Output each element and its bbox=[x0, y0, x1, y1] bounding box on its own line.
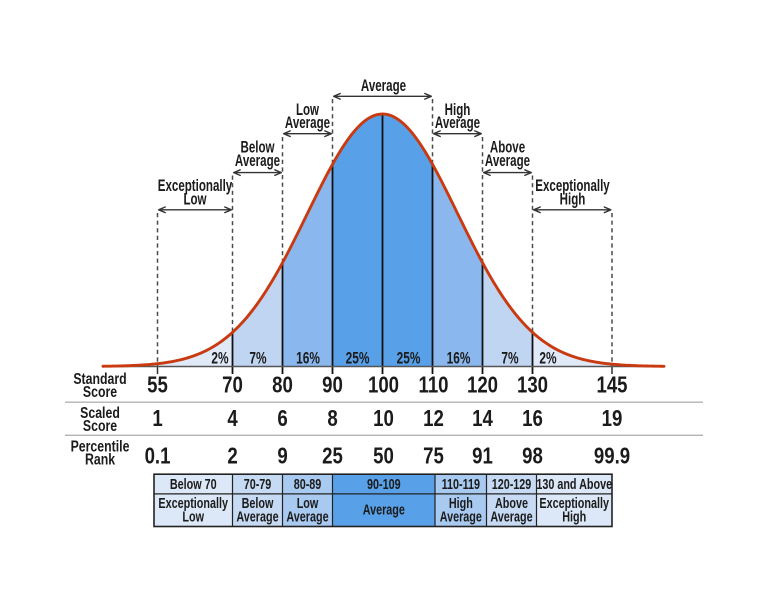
svg-text:99.9: 99.9 bbox=[594, 444, 630, 469]
svg-text:6: 6 bbox=[277, 406, 287, 431]
svg-text:10: 10 bbox=[373, 406, 394, 431]
svg-text:2: 2 bbox=[227, 444, 237, 469]
svg-text:Exceptionally: Exceptionally bbox=[158, 177, 232, 196]
svg-text:Average: Average bbox=[235, 152, 280, 171]
svg-text:Low: Low bbox=[296, 101, 320, 120]
svg-text:High: High bbox=[560, 190, 586, 209]
svg-text:130: 130 bbox=[517, 373, 548, 398]
svg-text:High: High bbox=[449, 494, 473, 511]
svg-text:7%: 7% bbox=[249, 350, 266, 368]
svg-text:145: 145 bbox=[596, 373, 627, 398]
svg-text:12: 12 bbox=[423, 406, 444, 431]
svg-text:16: 16 bbox=[522, 406, 543, 431]
svg-text:Below 70: Below 70 bbox=[170, 475, 217, 492]
svg-text:Average: Average bbox=[440, 508, 482, 525]
svg-text:Score: Score bbox=[83, 384, 117, 402]
svg-text:70: 70 bbox=[222, 373, 243, 398]
svg-text:Average: Average bbox=[490, 508, 532, 525]
svg-text:110: 110 bbox=[418, 373, 448, 398]
svg-text:19: 19 bbox=[602, 406, 623, 431]
svg-text:4: 4 bbox=[227, 406, 238, 431]
svg-text:Below: Below bbox=[241, 139, 276, 158]
svg-text:90-109: 90-109 bbox=[367, 475, 401, 492]
svg-text:25%: 25% bbox=[346, 350, 370, 368]
svg-text:Exceptionally: Exceptionally bbox=[158, 494, 228, 511]
svg-text:Standard: Standard bbox=[73, 371, 126, 389]
svg-text:90: 90 bbox=[322, 373, 343, 398]
svg-text:70-79: 70-79 bbox=[244, 475, 272, 492]
svg-text:25: 25 bbox=[322, 444, 343, 469]
svg-text:91: 91 bbox=[472, 444, 493, 469]
svg-text:80-89: 80-89 bbox=[294, 475, 322, 492]
svg-text:Above: Above bbox=[495, 494, 528, 511]
svg-text:98: 98 bbox=[522, 444, 543, 469]
svg-text:Average: Average bbox=[435, 114, 480, 133]
svg-text:120: 120 bbox=[467, 373, 498, 398]
svg-text:Low: Low bbox=[182, 508, 204, 525]
svg-text:Average: Average bbox=[285, 114, 330, 133]
svg-text:1: 1 bbox=[152, 406, 163, 431]
svg-text:Below: Below bbox=[242, 494, 275, 511]
svg-text:100: 100 bbox=[368, 373, 399, 398]
svg-text:120-129: 120-129 bbox=[492, 475, 532, 492]
svg-text:80: 80 bbox=[272, 373, 293, 398]
svg-text:25%: 25% bbox=[397, 350, 421, 368]
svg-text:Average: Average bbox=[485, 152, 530, 171]
svg-text:16%: 16% bbox=[447, 350, 471, 368]
svg-text:Exceptionally: Exceptionally bbox=[535, 177, 609, 196]
svg-text:Average: Average bbox=[286, 508, 328, 525]
svg-text:Exceptionally: Exceptionally bbox=[539, 494, 609, 511]
svg-text:0.1: 0.1 bbox=[145, 444, 171, 469]
svg-text:Above: Above bbox=[490, 139, 525, 158]
svg-text:Average: Average bbox=[363, 501, 405, 518]
svg-text:8: 8 bbox=[327, 406, 337, 431]
svg-text:50: 50 bbox=[373, 444, 394, 469]
svg-text:Average: Average bbox=[361, 77, 406, 96]
svg-text:130 and Above: 130 and Above bbox=[536, 475, 612, 492]
svg-text:110-119: 110-119 bbox=[442, 475, 480, 492]
svg-text:75: 75 bbox=[423, 444, 444, 469]
svg-text:55: 55 bbox=[147, 373, 168, 398]
svg-text:Rank: Rank bbox=[85, 451, 115, 469]
svg-text:High: High bbox=[562, 508, 586, 525]
svg-text:2%: 2% bbox=[211, 350, 228, 368]
svg-text:Scaled: Scaled bbox=[80, 404, 120, 422]
svg-text:Low: Low bbox=[183, 190, 207, 209]
svg-text:Low: Low bbox=[297, 494, 319, 511]
svg-text:High: High bbox=[445, 101, 471, 120]
svg-text:7%: 7% bbox=[501, 350, 518, 368]
svg-text:2%: 2% bbox=[539, 350, 556, 368]
svg-text:Average: Average bbox=[236, 508, 278, 525]
svg-text:Score: Score bbox=[83, 417, 117, 435]
svg-text:14: 14 bbox=[472, 406, 493, 431]
svg-text:9: 9 bbox=[277, 444, 287, 469]
svg-text:16%: 16% bbox=[296, 350, 320, 368]
svg-text:Percentile: Percentile bbox=[71, 438, 130, 456]
